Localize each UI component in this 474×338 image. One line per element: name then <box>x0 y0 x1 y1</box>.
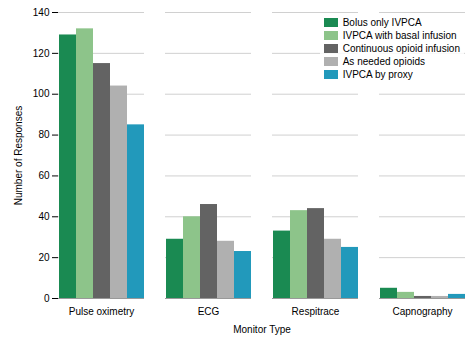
html-text:Continuous opioid infusion: Continuous opioid infusion <box>342 43 460 54</box>
svg-text:Pulse oximetry: Pulse oximetry <box>69 306 135 317</box>
svg-text:0: 0 <box>44 293 50 304</box>
svg-text:100: 100 <box>33 88 50 99</box>
html-text:IVPCA with basal infusion: IVPCA with basal infusion <box>342 30 457 41</box>
html-text:As needed opioids: As needed opioids <box>342 56 425 67</box>
html-text:IVPCA by proxy: IVPCA by proxy <box>342 69 413 80</box>
svg-text:Number of Responses: Number of Responses <box>13 106 24 206</box>
svg-text:ECG: ECG <box>198 306 220 317</box>
svg-text:Monitor Type: Monitor Type <box>233 324 291 335</box>
html-text:Bolus only IVPCA: Bolus only IVPCA <box>342 17 422 28</box>
svg-text:140: 140 <box>33 7 50 18</box>
svg-text:Capnography: Capnography <box>392 306 452 317</box>
svg-text:Respitrace: Respitrace <box>292 306 340 317</box>
svg-text:20: 20 <box>38 252 50 263</box>
svg-text:40: 40 <box>38 211 50 222</box>
svg-text:60: 60 <box>38 170 50 181</box>
svg-text:80: 80 <box>38 129 50 140</box>
svg-text:120: 120 <box>33 48 50 59</box>
